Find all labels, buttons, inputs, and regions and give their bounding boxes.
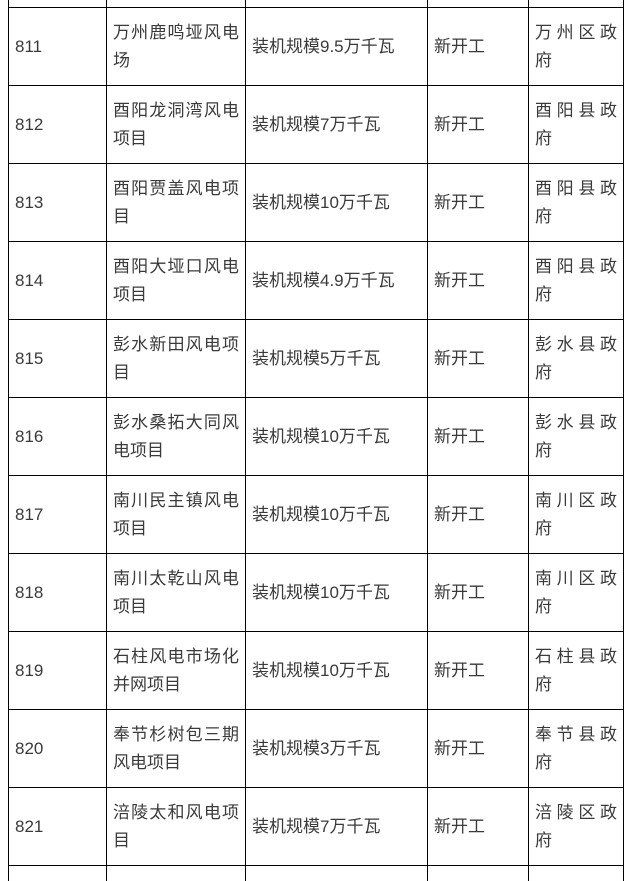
- status-cell: 新开工: [427, 85, 529, 164]
- installed-capacity-cell: 装机规模10万千瓦: [245, 475, 428, 554]
- row-number-cell: 821: [8, 787, 107, 866]
- project-table: 811 万州鹿鸣垭风电场 装机规模9.5万千瓦 新开工 万州区政府 812 酉阳…: [8, 0, 624, 881]
- table-row: 812 酉阳龙洞湾风电项目 装机规模7万千瓦 新开工 酉阳县政府: [8, 85, 624, 164]
- project-name-cell: 彭水新田风电项目: [106, 319, 246, 398]
- project-name-cell: 石柱风电市场化并网项目: [106, 631, 246, 710]
- row-number-cell: 820: [8, 709, 107, 788]
- table-row: 820 奉节杉树包三期风电项目 装机规模3万千瓦 新开工 奉节县政府: [8, 709, 624, 788]
- project-name-cell: 南川太乾山风电项目: [106, 553, 246, 632]
- project-name-cell: 万州鹿鸣垭风电场: [106, 7, 246, 86]
- status-cell: 新开工: [427, 397, 529, 476]
- project-name-cell: 涪陵太和风电项目: [106, 787, 246, 866]
- government-cell: 石柱县政府: [528, 631, 624, 710]
- clipped-cell: [427, 0, 529, 8]
- clipped-cell: [427, 865, 529, 881]
- government-cell: 涪陵区政府: [528, 787, 624, 866]
- clipped-cell: [528, 865, 624, 881]
- installed-capacity-cell: 装机规模10万千瓦: [245, 631, 428, 710]
- installed-capacity-cell: 装机规模7万千瓦: [245, 787, 428, 866]
- clipped-previous-row: [8, 0, 624, 8]
- status-cell: 新开工: [427, 163, 529, 242]
- table-row: 817 南川民主镇风电项目 装机规模10万千瓦 新开工 南川区政府: [8, 475, 624, 554]
- clipped-cell: [106, 0, 246, 8]
- installed-capacity-cell: 装机规模5万千瓦: [245, 319, 428, 398]
- government-cell: 南川区政府: [528, 553, 624, 632]
- clipped-cell: [106, 865, 246, 881]
- clipped-next-row: [8, 865, 624, 881]
- clipped-cell: [8, 865, 107, 881]
- row-number-cell: 811: [8, 7, 107, 86]
- clipped-cell: [8, 0, 107, 8]
- government-cell: 彭水县政府: [528, 397, 624, 476]
- installed-capacity-cell: 装机规模3万千瓦: [245, 709, 428, 788]
- row-number-cell: 814: [8, 241, 107, 320]
- table-row: 819 石柱风电市场化并网项目 装机规模10万千瓦 新开工 石柱县政府: [8, 631, 624, 710]
- table-row: 814 酉阳大垭口风电项目 装机规模4.9万千瓦 新开工 酉阳县政府: [8, 241, 624, 320]
- clipped-cell: [245, 865, 428, 881]
- status-cell: 新开工: [427, 709, 529, 788]
- status-cell: 新开工: [427, 787, 529, 866]
- installed-capacity-cell: 装机规模9.5万千瓦: [245, 7, 428, 86]
- project-name-cell: 酉阳大垭口风电项目: [106, 241, 246, 320]
- project-name-cell: 南川民主镇风电项目: [106, 475, 246, 554]
- table-row: 821 涪陵太和风电项目 装机规模7万千瓦 新开工 涪陵区政府: [8, 787, 624, 866]
- table-row: 818 南川太乾山风电项目 装机规模10万千瓦 新开工 南川区政府: [8, 553, 624, 632]
- row-number-cell: 819: [8, 631, 107, 710]
- table-row: 816 彭水桑拓大同风电项目 装机规模10万千瓦 新开工 彭水县政府: [8, 397, 624, 476]
- status-cell: 新开工: [427, 7, 529, 86]
- government-cell: 酉阳县政府: [528, 85, 624, 164]
- installed-capacity-cell: 装机规模10万千瓦: [245, 163, 428, 242]
- row-number-cell: 815: [8, 319, 107, 398]
- clipped-cell: [245, 0, 428, 8]
- government-cell: 彭水县政府: [528, 319, 624, 398]
- installed-capacity-cell: 装机规模10万千瓦: [245, 553, 428, 632]
- project-name-cell: 酉阳贾盖风电项目: [106, 163, 246, 242]
- project-name-cell: 彭水桑拓大同风电项目: [106, 397, 246, 476]
- installed-capacity-cell: 装机规模4.9万千瓦: [245, 241, 428, 320]
- row-number-cell: 812: [8, 85, 107, 164]
- government-cell: 万州区政府: [528, 7, 624, 86]
- project-name-cell: 奉节杉树包三期风电项目: [106, 709, 246, 788]
- clipped-cell: [528, 0, 624, 8]
- row-number-cell: 817: [8, 475, 107, 554]
- table-row: 813 酉阳贾盖风电项目 装机规模10万千瓦 新开工 酉阳县政府: [8, 163, 624, 242]
- project-table-body: 811 万州鹿鸣垭风电场 装机规模9.5万千瓦 新开工 万州区政府 812 酉阳…: [8, 0, 624, 881]
- status-cell: 新开工: [427, 475, 529, 554]
- status-cell: 新开工: [427, 553, 529, 632]
- row-number-cell: 816: [8, 397, 107, 476]
- government-cell: 酉阳县政府: [528, 163, 624, 242]
- installed-capacity-cell: 装机规模7万千瓦: [245, 85, 428, 164]
- table-row: 811 万州鹿鸣垭风电场 装机规模9.5万千瓦 新开工 万州区政府: [8, 7, 624, 86]
- installed-capacity-cell: 装机规模10万千瓦: [245, 397, 428, 476]
- government-cell: 酉阳县政府: [528, 241, 624, 320]
- table-row: 815 彭水新田风电项目 装机规模5万千瓦 新开工 彭水县政府: [8, 319, 624, 398]
- status-cell: 新开工: [427, 631, 529, 710]
- project-name-cell: 酉阳龙洞湾风电项目: [106, 85, 246, 164]
- row-number-cell: 818: [8, 553, 107, 632]
- government-cell: 奉节县政府: [528, 709, 624, 788]
- row-number-cell: 813: [8, 163, 107, 242]
- status-cell: 新开工: [427, 319, 529, 398]
- status-cell: 新开工: [427, 241, 529, 320]
- government-cell: 南川区政府: [528, 475, 624, 554]
